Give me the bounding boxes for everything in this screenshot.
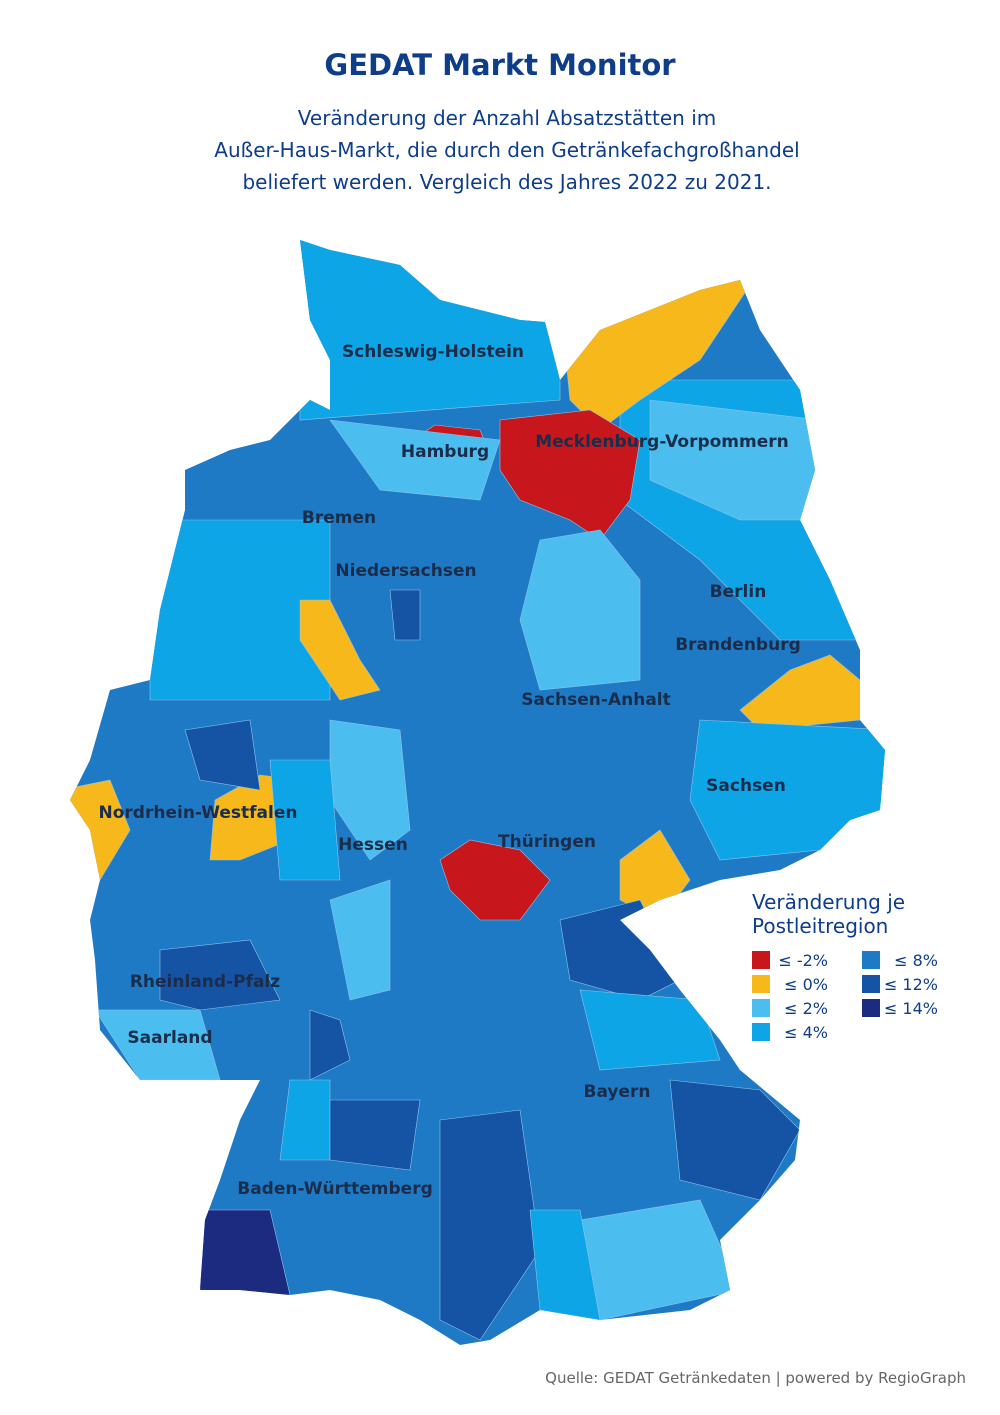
legend-swatch xyxy=(752,975,770,993)
legend-title: Veränderung je xyxy=(752,890,905,914)
legend: Veränderung je Postleitregion ≤ -2% ≤ 0% ≤… xyxy=(752,890,938,1042)
legend-label: ≤ 2% xyxy=(784,999,828,1018)
legend-label: ≤ 4% xyxy=(784,1023,828,1042)
state-label: Sachsen xyxy=(706,776,786,796)
legend-label: ≤ 0% xyxy=(784,975,828,994)
state-labels: Schleswig-Holstein Hamburg Mecklenburg-V… xyxy=(99,342,801,1199)
state-label: Saarland xyxy=(127,1028,212,1048)
legend-label: ≤ -2% xyxy=(778,951,828,970)
state-label: Rheinland-Pfalz xyxy=(130,972,280,992)
state-label: Schleswig-Holstein xyxy=(342,342,524,362)
legend-title: Postleitregion xyxy=(752,914,888,938)
state-label: Niedersachsen xyxy=(335,561,476,581)
state-label: Hamburg xyxy=(401,442,489,462)
state-label: Hessen xyxy=(338,835,408,855)
legend-label: ≤ 12% xyxy=(884,975,938,994)
subtitle-line: Außer-Haus-Markt, die durch den Getränke… xyxy=(214,138,799,162)
legend-label: ≤ 14% xyxy=(884,999,938,1018)
legend-swatch xyxy=(752,1023,770,1041)
state-label: Baden-Württemberg xyxy=(237,1179,433,1199)
state-label: Nordrhein-Westfalen xyxy=(99,803,298,823)
legend-swatch xyxy=(862,975,880,993)
legend-label: ≤ 8% xyxy=(894,951,938,970)
state-label: Bayern xyxy=(583,1082,650,1102)
source: Quelle: GEDAT Getränkedaten | powered by… xyxy=(545,1369,966,1387)
title: GEDAT Markt Monitor xyxy=(324,48,676,82)
state-label: Mecklenburg-Vorpommern xyxy=(535,432,789,452)
map xyxy=(70,240,885,1345)
legend-swatch xyxy=(862,999,880,1017)
legend-swatch xyxy=(752,951,770,969)
state-label: Sachsen-Anhalt xyxy=(521,690,671,710)
state-label: Thüringen xyxy=(498,832,596,852)
state-label: Berlin xyxy=(710,582,767,602)
state-label: Brandenburg xyxy=(675,635,801,655)
subtitle-line: beliefert werden. Vergleich des Jahres 2… xyxy=(242,170,771,194)
legend-swatch xyxy=(862,951,880,969)
state-label: Bremen xyxy=(302,508,376,528)
subtitle-line: Veränderung der Anzahl Absatzstätten im xyxy=(298,106,716,130)
legend-swatch xyxy=(752,999,770,1017)
